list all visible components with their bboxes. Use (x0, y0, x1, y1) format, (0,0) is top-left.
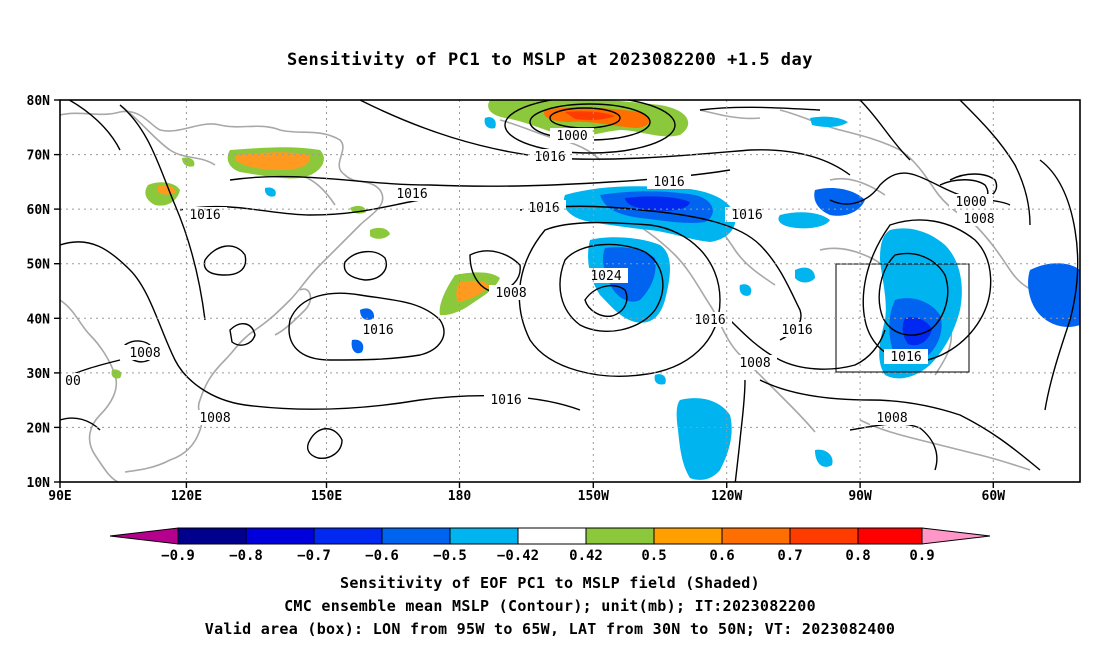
contour-label: 00 (65, 374, 81, 389)
colorbar-swatch (653, 527, 723, 545)
mslp-contours (60, 100, 1079, 482)
contour-label: 1016 (534, 150, 565, 165)
lon-label: 120E (171, 489, 202, 504)
colorbar-swatch (449, 527, 519, 545)
grid-lines (60, 100, 1080, 482)
colorbar-label: 0.8 (845, 548, 870, 560)
lon-label: 150E (311, 489, 342, 504)
longitude-labels: 90E 120E 150E 180 150W 120W 90W 60W (48, 489, 1005, 504)
contour-label: 1016 (653, 175, 684, 190)
contour-label: 1016 (396, 187, 427, 202)
contour-label: 1016 (731, 208, 762, 223)
colorbar-label: −0.8 (229, 548, 263, 560)
latitude-labels: 80N 70N 60N 50N 40N 30N 20N 10N (27, 94, 51, 491)
lat-label: 60N (27, 203, 51, 218)
lon-label: 150W (578, 489, 609, 504)
contour-label: 1008 (129, 346, 160, 361)
map-frame (59, 99, 1081, 483)
lon-label: 90W (848, 489, 872, 504)
colorbar-label: −0.5 (433, 548, 467, 560)
contour-label: 1016 (890, 350, 921, 365)
caption-valid-area: Valid area (box): LON from 95W to 65W, L… (204, 620, 896, 638)
lat-label: 70N (27, 149, 51, 164)
map-title: Sensitivity of PC1 to MSLP at 2023082200… (286, 50, 813, 70)
colorbar-label: 0.5 (641, 548, 666, 560)
colorbar-label: −0.6 (365, 548, 399, 560)
contour-label: 1008 (876, 411, 907, 426)
colorbar-swatch (517, 527, 587, 545)
lat-label: 40N (27, 312, 51, 327)
colorbar-swatch (721, 527, 791, 545)
colorbar: −0.9 −0.8 −0.7 −0.6 −0.5 −0.42 0.42 0.5 … (109, 527, 991, 560)
lon-label: 60W (982, 489, 1006, 504)
colorbar-swatch (313, 527, 383, 545)
colorbar-swatch (921, 527, 991, 545)
colorbar-label: 0.9 (909, 548, 934, 560)
colorbar-swatch (245, 527, 315, 545)
tick-marks (54, 99, 994, 488)
colorbar-label: 0.6 (709, 548, 734, 560)
lat-label: 80N (27, 94, 51, 109)
lon-label: 90E (48, 489, 71, 504)
contour-label: 1000 (556, 129, 587, 144)
contour-labels: 1000 1016 1016 1016 1016 1016 1016 1024 … (60, 128, 1001, 426)
lat-label: 30N (27, 367, 51, 382)
contour-label: 1016 (189, 208, 220, 223)
lat-label: 20N (27, 421, 51, 436)
contour-label: 1024 (590, 269, 621, 284)
lat-label: 10N (27, 476, 51, 491)
contour-label: 1016 (528, 201, 559, 216)
colorbar-swatch (789, 527, 859, 545)
colorbar-swatch (857, 527, 923, 545)
contour-label: 1000 (955, 195, 986, 210)
contour-label: 1016 (781, 323, 812, 338)
colorbar-label: 0.7 (777, 548, 802, 560)
sensitivity-map: 1000 1016 1016 1016 1016 1016 1016 1024 … (27, 94, 1081, 560)
colorbar-swatch (381, 527, 451, 545)
colorbar-swatch (109, 527, 179, 545)
contour-label: 1008 (495, 286, 526, 301)
contour-label: 1008 (963, 212, 994, 227)
colorbar-swatch (177, 527, 247, 545)
lon-label: 180 (448, 489, 472, 504)
lat-label: 50N (27, 258, 51, 273)
lon-label: 120W (711, 489, 742, 504)
colorbar-label: −0.9 (161, 548, 195, 560)
colorbar-label: −0.42 (497, 548, 539, 560)
contour-label: 1016 (362, 323, 393, 338)
colorbar-label: −0.7 (297, 548, 331, 560)
contour-label: 1008 (739, 356, 770, 371)
contour-label: 1016 (694, 313, 725, 328)
caption-contour: CMC ensemble mean MSLP (Contour); unit(m… (284, 597, 816, 615)
contour-label: 1008 (199, 411, 230, 426)
contour-label: 1016 (490, 393, 521, 408)
caption-shading: Sensitivity of EOF PC1 to MSLP field (Sh… (340, 574, 760, 592)
colorbar-label: 0.42 (569, 548, 603, 560)
colorbar-swatch (585, 527, 655, 545)
